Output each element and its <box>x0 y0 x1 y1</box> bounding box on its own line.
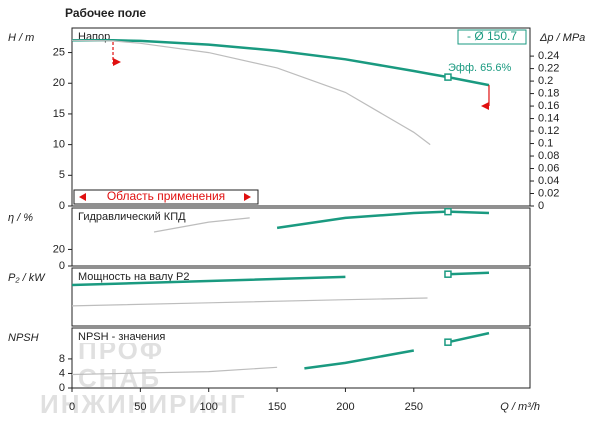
range-label: Область применения <box>107 189 225 203</box>
series-line <box>276 210 490 230</box>
operating-point <box>444 270 452 278</box>
y-tick-label: 20 <box>53 243 65 255</box>
series-line <box>72 39 490 87</box>
efficiency-label: Эфф. 65.6% <box>448 62 512 74</box>
y-tick-label: 0 <box>59 260 65 272</box>
y2-tick-label: 0.08 <box>538 150 559 162</box>
range-box <box>73 189 259 205</box>
panel-frame <box>71 267 531 327</box>
panel-frame <box>71 27 531 207</box>
diameter-label: - Ø 150.7 <box>467 29 517 43</box>
x-tick-label: 0 <box>69 401 75 413</box>
y2-tick-label: 0.24 <box>538 50 559 62</box>
x-tick-label: 50 <box>134 401 146 413</box>
x-tick-label: 200 <box>336 401 354 413</box>
range-arrow <box>480 102 489 110</box>
panel-label: Гидравлический КПД <box>78 211 186 223</box>
range-arrow <box>244 193 251 201</box>
series-line <box>71 297 428 307</box>
panel-label-bg <box>74 330 202 343</box>
y2-tick-label: 0.2 <box>538 75 553 87</box>
panel-label: NPSH - значения <box>78 331 165 343</box>
series-line <box>71 39 431 146</box>
x-tick-label: 250 <box>405 401 423 413</box>
x-tick-label: 150 <box>268 401 286 413</box>
range-arrow <box>113 58 122 66</box>
y-tick-label: 15 <box>53 108 65 120</box>
series-line <box>304 331 490 370</box>
panel-label-bg <box>74 210 202 223</box>
y-tick-label: 10 <box>53 139 65 151</box>
x-tick-label: 100 <box>200 401 218 413</box>
y2-tick-label: 0.22 <box>538 63 559 75</box>
y-axis-label: NPSH <box>8 332 39 344</box>
y-axis-label: H / m <box>8 32 34 44</box>
watermark: ИНЖИНИРИНГ <box>40 389 247 419</box>
x-axis-label: Q / m³/h <box>500 401 540 413</box>
operating-point <box>444 338 452 346</box>
y-tick-label: 20 <box>53 77 65 89</box>
range-arrow <box>79 193 86 201</box>
series-line <box>71 271 490 287</box>
panel-frame <box>71 327 531 389</box>
y-tick-label: 25 <box>53 46 65 58</box>
panel-label: Мощность на валу P2 <box>78 271 190 283</box>
series-line <box>153 217 250 233</box>
y-axis-label: η / % <box>8 212 33 224</box>
y-tick-label: 0 <box>59 382 65 394</box>
chart-title: Рабочее поле <box>65 6 146 20</box>
y2-tick-label: 0.04 <box>538 175 559 187</box>
y2-tick-label: 0.02 <box>538 187 559 199</box>
y2-axis-label: Δp / MPa <box>539 32 585 44</box>
y2-tick-label: 0.18 <box>538 87 559 99</box>
y2-tick-label: 0.12 <box>538 125 559 137</box>
y-tick-label: 5 <box>59 169 65 181</box>
y2-tick-label: 0.14 <box>538 112 559 124</box>
y2-tick-label: 0.1 <box>538 137 553 149</box>
y2-tick-label: 0.16 <box>538 100 559 112</box>
y2-tick-label: 0.06 <box>538 162 559 174</box>
y2-tick-label: 0 <box>538 200 544 212</box>
y-tick-label: 8 <box>59 353 65 365</box>
y-axis-label: P₂ / kW <box>8 272 46 284</box>
diameter-box <box>457 29 527 45</box>
y-tick-label: 0 <box>59 200 65 212</box>
y-tick-label: 4 <box>59 367 65 379</box>
panel-label-bg <box>74 270 202 283</box>
operating-point <box>444 207 452 216</box>
operating-point <box>444 73 452 81</box>
panel-frame <box>71 207 531 267</box>
